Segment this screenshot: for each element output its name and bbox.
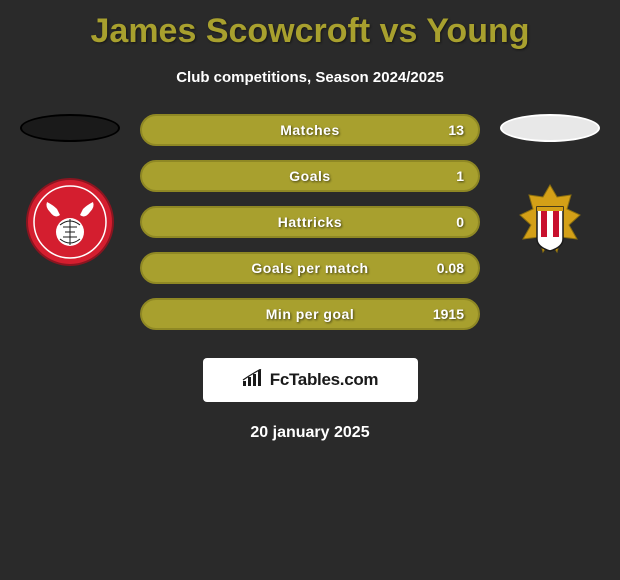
stat-right-value: 1915 (433, 306, 464, 322)
player-right-column (500, 114, 600, 267)
stat-row-goals-per-match: Goals per match 0.08 (140, 252, 480, 284)
stat-row-goals: Goals 1 (140, 160, 480, 192)
chart-icon (242, 369, 264, 392)
player-left-avatar-placeholder (20, 114, 120, 142)
stat-right-value: 0 (456, 214, 464, 230)
stat-right-value: 13 (448, 122, 464, 138)
stat-label: Hattricks (278, 214, 342, 230)
stat-row-min-per-goal: Min per goal 1915 (140, 298, 480, 330)
player-right-avatar-placeholder (500, 114, 600, 142)
stat-label: Goals (289, 168, 330, 184)
footer-date: 20 january 2025 (0, 424, 620, 442)
stat-right-value: 1 (456, 168, 464, 184)
brand-name: FcTables.com (270, 370, 379, 390)
page-title: James Scowcroft vs Young (0, 0, 620, 51)
stat-row-matches: Matches 13 (140, 114, 480, 146)
club-badge-left (25, 177, 115, 267)
brand-logo-box: FcTables.com (203, 358, 418, 402)
stat-label: Min per goal (266, 306, 354, 322)
stat-row-hattricks: Hattricks 0 (140, 206, 480, 238)
stats-column: Matches 13 Goals 1 Hattricks 0 Goals per… (140, 114, 480, 330)
club-badge-right (505, 177, 595, 267)
season-subtitle: Club competitions, Season 2024/2025 (0, 69, 620, 86)
stat-label: Matches (280, 122, 340, 138)
player-left-column (20, 114, 120, 267)
stat-right-value: 0.08 (437, 260, 464, 276)
stat-label: Goals per match (251, 260, 368, 276)
comparison-row: Matches 13 Goals 1 Hattricks 0 Goals per… (0, 114, 620, 330)
